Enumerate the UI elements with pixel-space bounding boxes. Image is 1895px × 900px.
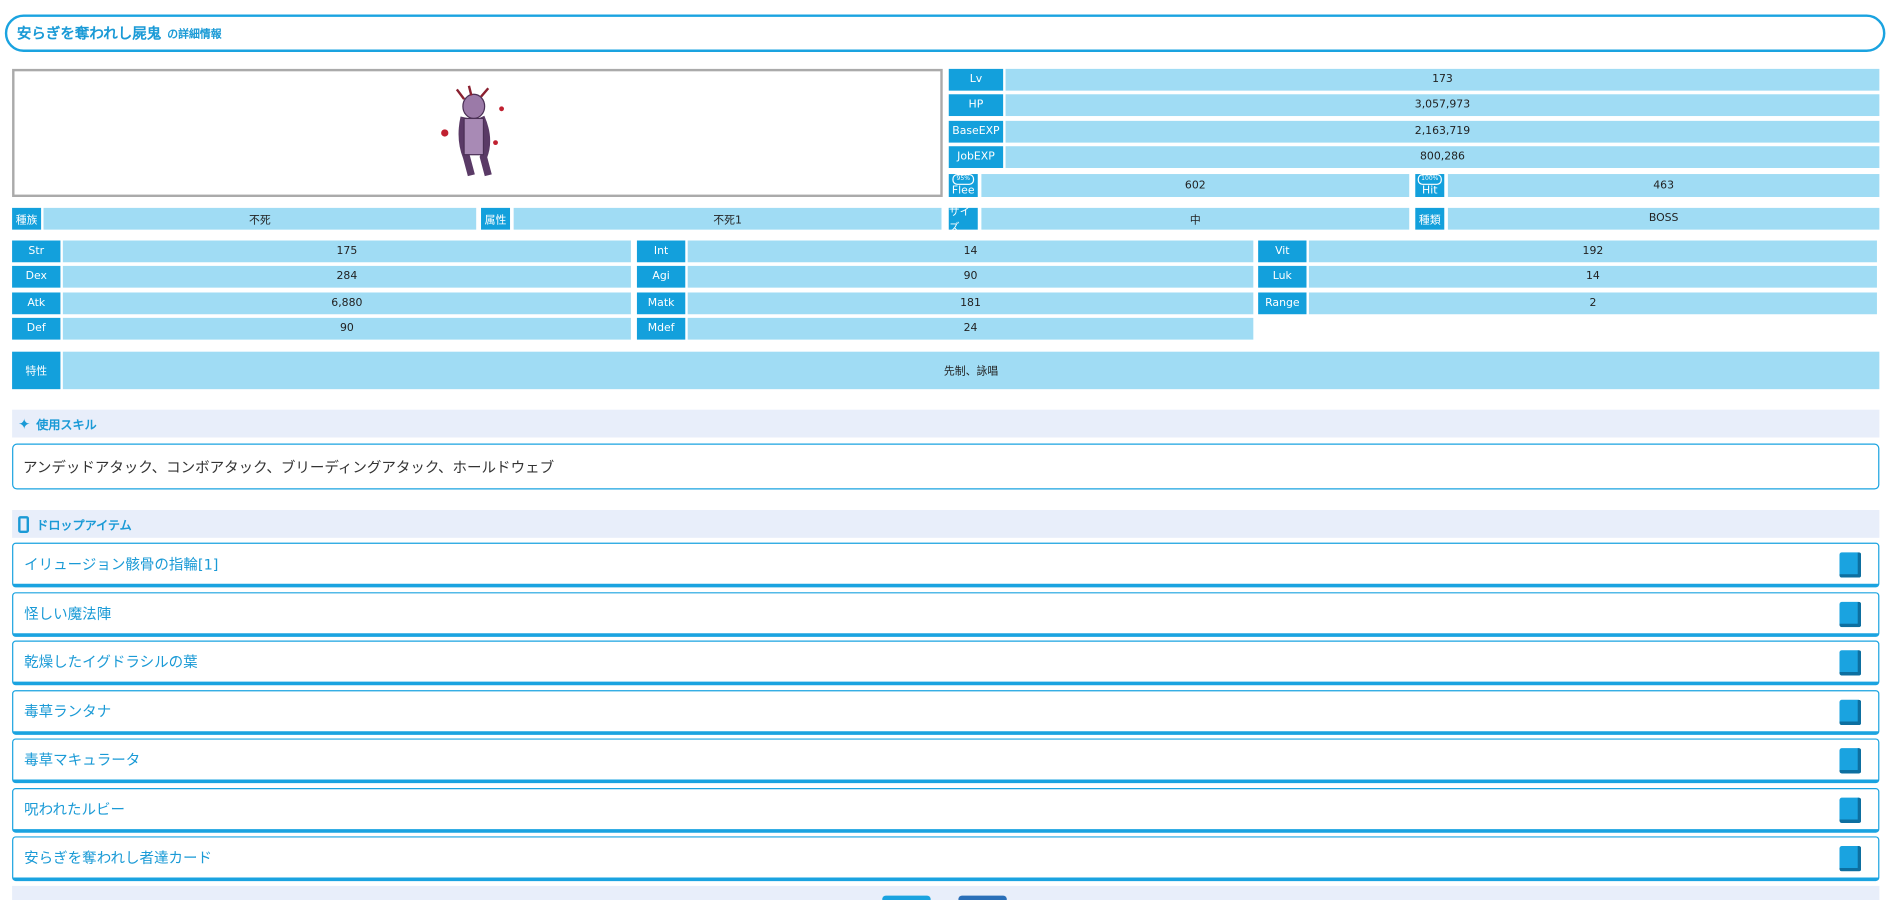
field-value: 192 <box>1308 240 1877 263</box>
field-value: 800,286 <box>1005 146 1880 168</box>
rate-badge: 95% <box>952 174 974 185</box>
field-label: 属性 <box>481 207 511 230</box>
field-value: BOSS <box>1447 207 1880 230</box>
field-label: Str <box>12 240 61 263</box>
drop-item[interactable]: 呪われたルビー <box>12 787 1880 833</box>
drop-item[interactable]: 毒草ランタナ <box>12 689 1880 735</box>
footer-button[interactable] <box>958 895 1007 900</box>
rate-label: 95% Flee <box>948 174 978 198</box>
field-label: JobEXP <box>948 146 1004 168</box>
book-icon[interactable] <box>1839 552 1862 578</box>
field-value: 2 <box>1308 292 1877 315</box>
drop-item[interactable]: 安らぎを奪われし者達カード <box>12 836 1880 882</box>
field-label: Atk <box>12 292 61 315</box>
field-value: 先制、詠唱 <box>62 351 1880 390</box>
skill-heading: 使用スキル <box>36 419 97 433</box>
drop-item[interactable]: 毒草マキュラータ <box>12 738 1880 784</box>
field-value: 463 <box>1447 174 1880 198</box>
field-label: Mdef <box>636 317 686 340</box>
skill-box: アンデッドアタック、コンボアタック、ブリーディングアタック、ホールドウェブ <box>12 443 1880 490</box>
drop-item[interactable]: イリュージョン骸骨の指輪[1] <box>12 542 1880 588</box>
monster-image-box <box>12 68 943 198</box>
drop-section-header: ドロップアイテム <box>12 510 1880 538</box>
field-label: サイズ <box>948 207 978 234</box>
rate-label-text: Flee <box>951 184 975 198</box>
field-label: Dex <box>12 265 61 288</box>
footer-bar <box>12 885 1880 900</box>
field-value: 602 <box>981 174 1410 198</box>
rate-badge: 100% <box>1417 174 1443 185</box>
field-label: Vit <box>1258 240 1307 263</box>
field-label: Luk <box>1258 265 1307 288</box>
book-icon[interactable] <box>1839 699 1862 725</box>
title-suffix: の詳細情報 <box>167 29 222 42</box>
footer-button[interactable] <box>882 895 931 900</box>
book-icon[interactable] <box>1839 846 1862 872</box>
field-value: 2,163,719 <box>1005 120 1880 143</box>
field-value: 181 <box>687 292 1254 315</box>
field-label: Lv <box>948 68 1004 91</box>
field-value: 不死 <box>43 207 477 230</box>
drop-heading: ドロップアイテム <box>36 519 132 533</box>
rate-label-text: Hit <box>1422 184 1438 198</box>
book-icon[interactable] <box>1839 797 1862 823</box>
field-value: 中 <box>981 207 1410 230</box>
title: 安らぎを奪われし屍鬼 <box>16 25 162 43</box>
field-value: 24 <box>687 317 1254 340</box>
field-value: 14 <box>687 240 1254 263</box>
field-value: 不死1 <box>513 207 942 230</box>
field-value: 90 <box>62 317 631 340</box>
monster-image <box>441 85 504 177</box>
field-label: HP <box>948 94 1004 117</box>
field-label: Range <box>1258 292 1307 315</box>
field-value: 284 <box>62 265 631 288</box>
field-label: 種族 <box>12 207 42 230</box>
skill-text: アンデッドアタック、コンボアタック、ブリーディングアタック、ホールドウェブ <box>22 458 555 476</box>
title-box: 安らぎを奪われし屍鬼 の詳細情報 <box>4 14 1886 52</box>
drop-item[interactable]: 乾燥したイグドラシルの葉 <box>12 640 1880 686</box>
field-value: 175 <box>62 240 631 263</box>
skill-section-header: ✦ 使用スキル <box>12 409 1880 438</box>
field-value: 6,880 <box>62 292 631 315</box>
book-icon[interactable] <box>1839 601 1862 627</box>
drop-item[interactable]: 怪しい魔法陣 <box>12 591 1880 637</box>
book-icon[interactable] <box>1839 650 1862 676</box>
field-label: BaseEXP <box>948 120 1004 143</box>
rate-label: 100% Hit <box>1415 174 1445 198</box>
field-label: Matk <box>636 292 686 315</box>
field-label: 特性 <box>12 351 61 390</box>
field-value: 3,057,973 <box>1005 94 1880 117</box>
field-value: 173 <box>1005 68 1880 91</box>
book-icon[interactable] <box>1839 748 1862 774</box>
field-label: Int <box>636 240 686 263</box>
field-value: 90 <box>687 265 1254 288</box>
field-label: Def <box>12 317 61 340</box>
field-label: Agi <box>636 265 686 288</box>
field-value: 14 <box>1308 265 1877 288</box>
field-label: 種類 <box>1415 207 1445 230</box>
